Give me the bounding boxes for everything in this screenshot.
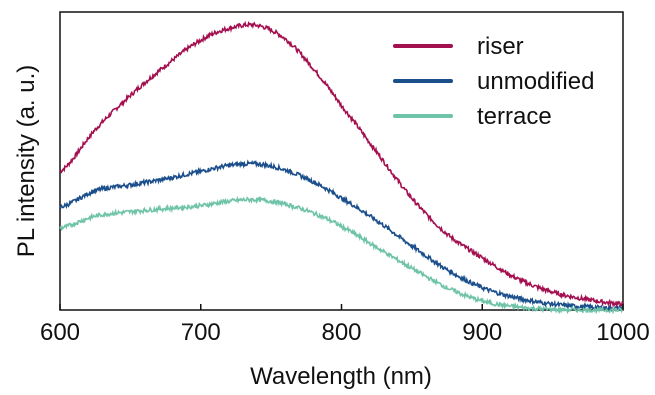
plot-frame [59, 11, 624, 311]
series-line-unmodified [59, 159, 624, 313]
legend-label-riser: riser [477, 33, 524, 60]
x-tick-label: 900 [462, 319, 502, 346]
x-tick-label: 700 [181, 319, 221, 346]
series-line-riser [59, 20, 624, 309]
x-axis-label: Wavelength (nm) [250, 363, 432, 390]
legend-label-unmodified: unmodified [477, 68, 594, 95]
legend-label-terrace: terrace [477, 103, 552, 130]
legend: riser unmodified terrace [393, 33, 594, 130]
x-tick-label: 600 [40, 319, 80, 346]
series-layer [59, 20, 624, 315]
y-axis-label: PL intensity (a. u.) [13, 65, 40, 258]
x-axis-ticks: 600 700 800 900 1000 [40, 304, 650, 346]
x-tick-label: 800 [321, 319, 361, 346]
x-tick-label: 1000 [596, 319, 649, 346]
series-line-terrace [59, 195, 624, 315]
